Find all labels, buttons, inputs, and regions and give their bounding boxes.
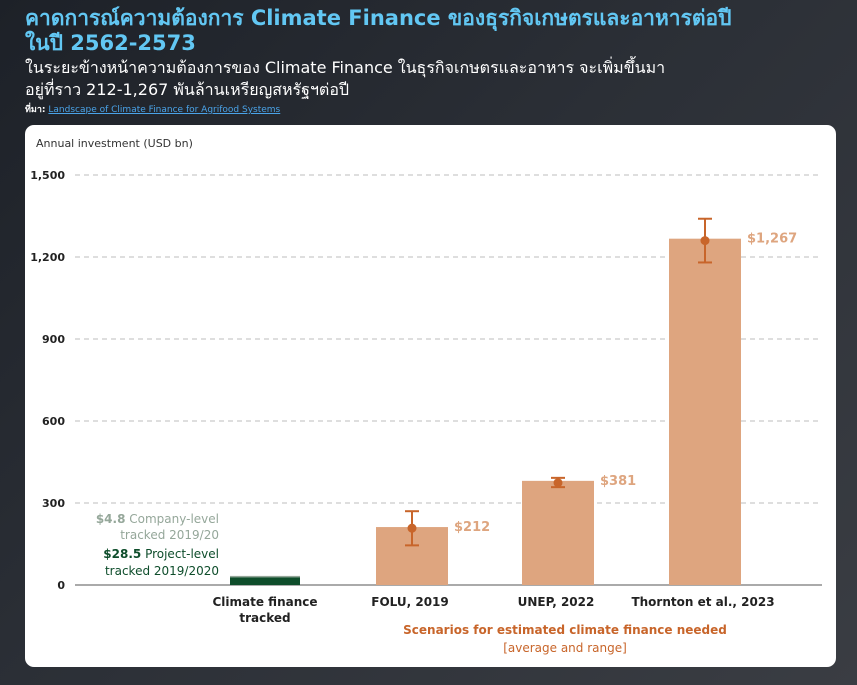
scenario-bar bbox=[669, 238, 741, 585]
source-line: ที่มา: Landscape of Climate Finance for … bbox=[25, 104, 280, 116]
x-tick-label: Thornton et al., 2023 bbox=[631, 595, 774, 609]
y-tick-label: 0 bbox=[57, 579, 65, 592]
source-link[interactable]: Landscape of Climate Finance for Agrifoo… bbox=[48, 105, 281, 115]
average-point bbox=[407, 523, 417, 533]
data-label: $381 bbox=[600, 474, 636, 489]
data-label: $212 bbox=[454, 520, 490, 535]
scenario-group-label: Scenarios for estimated climate finance … bbox=[403, 623, 727, 637]
y-tick-label: 300 bbox=[42, 497, 65, 510]
project-level-segment bbox=[230, 577, 300, 585]
chart-card: Annual investment (USD bn) 0 300 600 900 1,2… bbox=[25, 125, 836, 667]
scenario-bar bbox=[522, 480, 594, 585]
subtitle-line-2: อยู่ที่ราว 212-1,267 พันล้านเหรียญสหรัฐฯ… bbox=[25, 80, 350, 99]
x-tick-label: UNEP, 2022 bbox=[518, 595, 595, 609]
title-line-2: ในปี 2562-2573 bbox=[25, 31, 196, 55]
subtitle-line-1: ในระยะข้างหน้าความต้องการของ Climate Fin… bbox=[25, 58, 666, 77]
data-label: $1,267 bbox=[747, 232, 797, 247]
page-subtitle: ในระยะข้างหน้าความต้องการของ Climate Fin… bbox=[25, 57, 835, 101]
y-axis-label: Annual investment (USD bn) bbox=[36, 137, 193, 150]
project-level-label-line2: tracked 2019/2020 bbox=[105, 564, 219, 578]
page-title: คาดการณ์ความต้องการ Climate Finance ของธ… bbox=[25, 6, 835, 56]
company-level-segment bbox=[230, 575, 300, 578]
company-level-label-line2: tracked 2019/20 bbox=[120, 528, 219, 542]
company-level-label: $4.8 Company-level bbox=[96, 512, 219, 526]
title-line-1: คาดการณ์ความต้องการ Climate Finance ของธ… bbox=[25, 6, 732, 30]
y-tick-label: 1,500 bbox=[30, 169, 65, 182]
y-tick-label: 600 bbox=[42, 415, 65, 428]
project-level-label: $28.5 Project-level bbox=[103, 547, 219, 561]
x-tick-label: FOLU, 2019 bbox=[371, 595, 449, 609]
source-label: ที่มา: bbox=[25, 105, 46, 115]
scenario-group-sublabel: [average and range] bbox=[503, 641, 627, 655]
y-tick-label: 1,200 bbox=[30, 251, 65, 264]
x-tick-label: Climate finance bbox=[212, 595, 317, 609]
y-tick-label: 900 bbox=[42, 333, 65, 346]
chart-svg: Annual investment (USD bn) 0 300 600 900 1,2… bbox=[30, 137, 822, 655]
average-point bbox=[700, 236, 710, 246]
average-point bbox=[553, 478, 563, 488]
x-tick-label: tracked bbox=[239, 611, 290, 625]
